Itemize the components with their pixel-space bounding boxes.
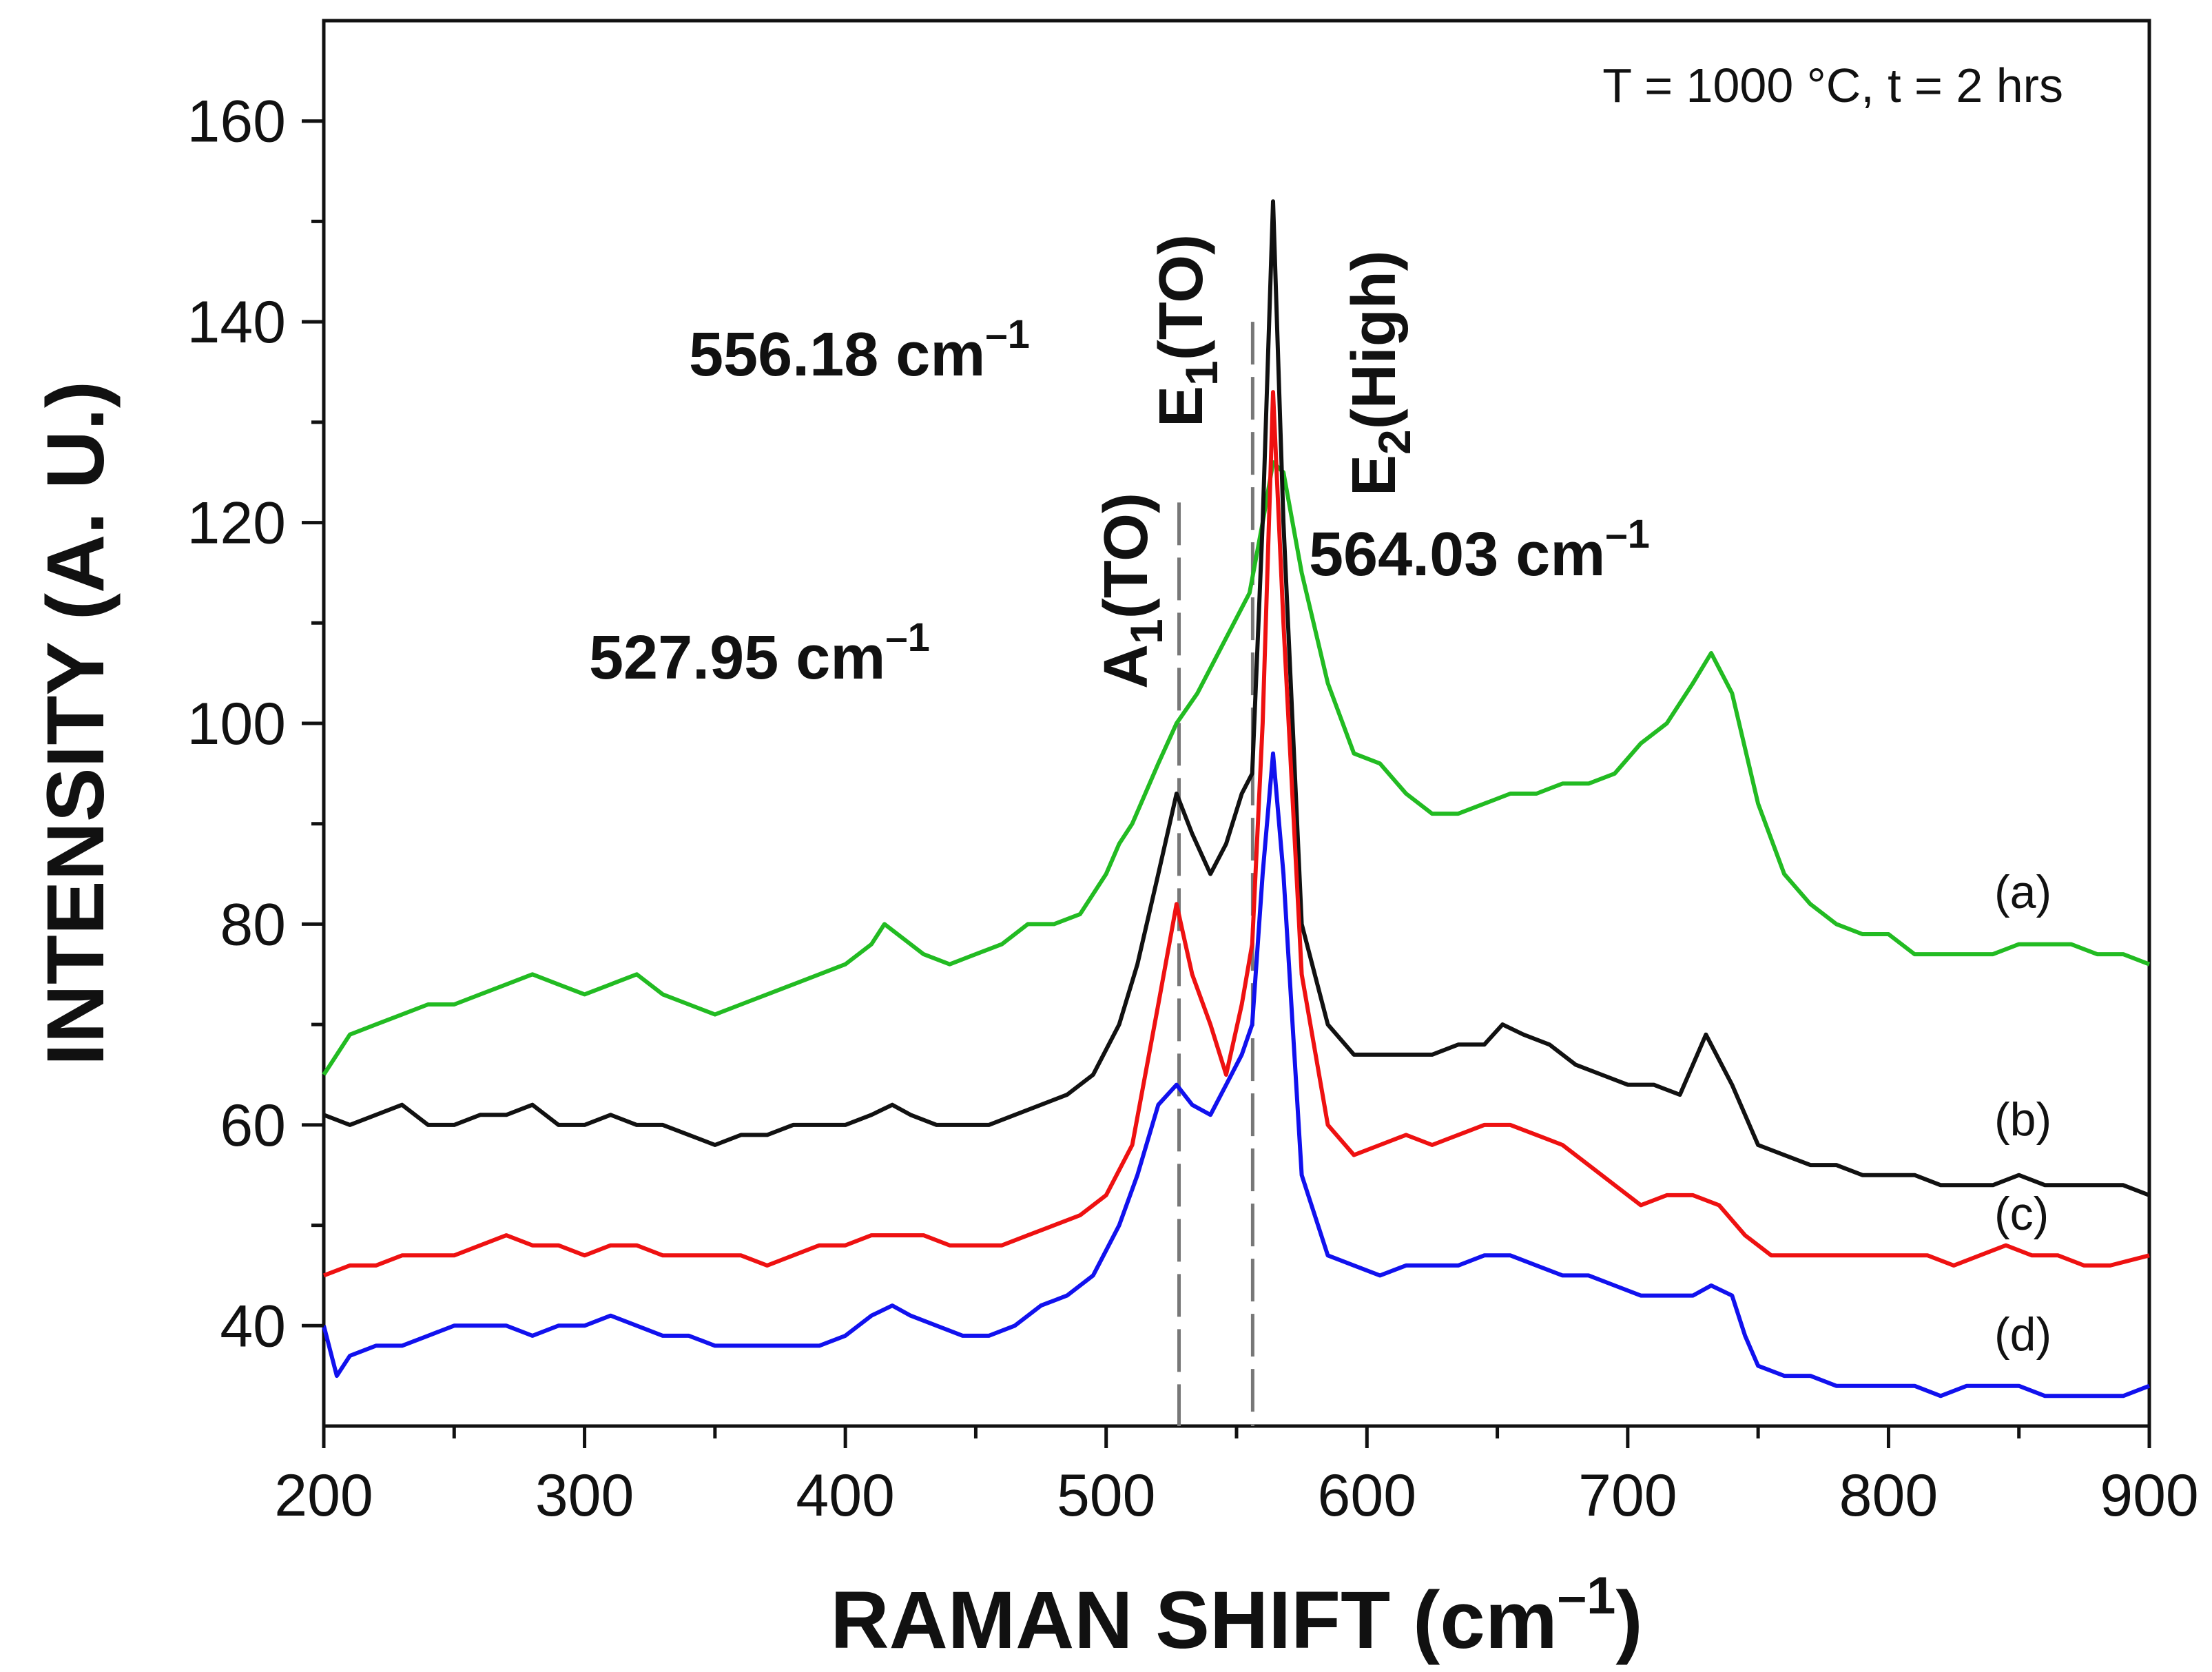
x-tick-label: 300 [535,1463,634,1529]
plot-area [322,19,2151,1428]
series-line-b [322,199,2151,1197]
y-tick-label: 40 [220,1293,286,1359]
series-label-b: (b) [1994,1093,2051,1146]
series-line-d [322,751,2151,1399]
y-tick-label: 140 [187,289,287,355]
x-tick-label: 600 [1318,1463,1417,1529]
y-tick-label: 100 [187,691,287,757]
x-tick-label: 900 [2100,1463,2199,1529]
y-tick-label: 80 [220,891,286,958]
y-axis-title: INTENSITY (A. U.) [30,381,121,1066]
peak-label-556: 556.18 cm–1 [689,312,1030,389]
mode-label-e1-to: E1(TO) [1147,234,1227,427]
x-tick-label: 800 [1839,1463,1939,1529]
peak-label-564: 564.03 cm–1 [1309,512,1650,589]
x-axis-title: RAMAN SHIFT (cm–1) [830,1567,1642,1666]
y-tick-label: 120 [187,491,287,557]
series-label-c: (c) [1994,1188,2049,1240]
mode-label-e2-high: E2(High) [1340,250,1420,496]
y-tick-label: 160 [187,89,287,155]
series-label-d: (d) [1994,1308,2051,1361]
mode-label-a1-to: A1(TO) [1092,493,1172,689]
series-line-c [322,390,2150,1278]
x-tick-label: 400 [796,1463,895,1529]
x-tick-label: 500 [1057,1463,1156,1529]
x-tick-label: 200 [274,1463,373,1529]
peak-label-528: 527.95 cm–1 [589,615,930,692]
condition-annotation: T = 1000 °C, t = 2 hrs [1602,59,2063,112]
x-tick-label: 700 [1578,1463,1677,1529]
series-label-a: (a) [1994,866,2051,918]
series-line-a [322,460,2151,1076]
y-tick-label: 60 [220,1093,286,1159]
